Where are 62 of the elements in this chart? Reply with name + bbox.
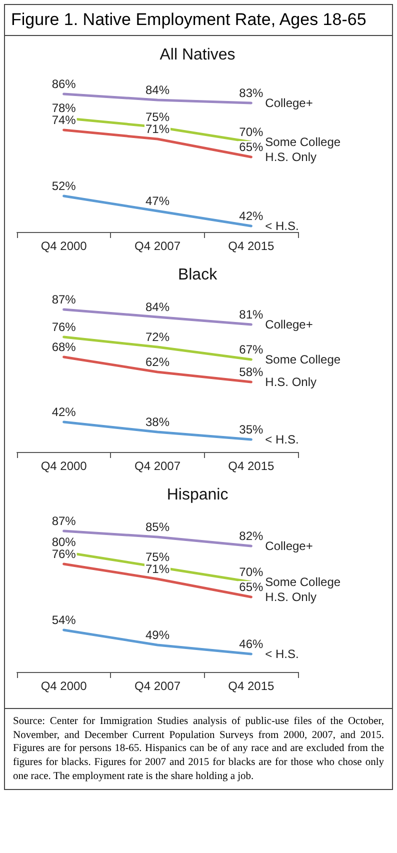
- data-label: 85%: [145, 520, 170, 534]
- data-label: 76%: [52, 547, 76, 561]
- x-tick-label: Q4 2015: [228, 239, 275, 253]
- data-label: 42%: [239, 209, 264, 223]
- series-label: College+: [265, 318, 313, 332]
- series-label: College+: [265, 539, 313, 553]
- data-label: 78%: [52, 101, 76, 115]
- data-label: 68%: [52, 340, 76, 354]
- x-tick-label: Q4 2015: [228, 679, 275, 693]
- x-tick-label: Q4 2007: [134, 459, 181, 473]
- data-label: 86%: [52, 77, 76, 91]
- chart-subtitle: Black: [178, 266, 218, 284]
- data-label: 75%: [145, 550, 170, 564]
- data-label: 42%: [52, 405, 76, 419]
- data-label: 72%: [145, 330, 170, 344]
- series-label: < H.S.: [265, 432, 299, 446]
- data-label: 80%: [52, 535, 76, 549]
- data-label: 83%: [239, 86, 264, 100]
- data-label: 54%: [52, 613, 76, 627]
- series-label: < H.S.: [265, 219, 299, 233]
- data-label: 70%: [239, 125, 264, 139]
- data-label: 82%: [239, 529, 264, 543]
- chart-subtitle: Hispanic: [166, 486, 228, 504]
- data-label: 87%: [52, 292, 76, 306]
- data-label: 87%: [52, 514, 76, 528]
- series-label: College+: [265, 96, 313, 110]
- data-label: 46%: [239, 637, 264, 651]
- data-label: 76%: [52, 320, 76, 334]
- series-label: Some College: [265, 352, 341, 366]
- chart-subtitle: All Natives: [160, 46, 236, 64]
- data-label: 70%: [239, 565, 264, 579]
- x-tick-label: Q4 2007: [134, 239, 181, 253]
- data-label: 65%: [239, 580, 264, 594]
- data-label: 75%: [145, 110, 170, 124]
- data-label: 67%: [239, 342, 264, 356]
- source-note: Source: Center for Immigration Studies analysis of public-use files of the October, November, and December Current Population Surveys from 2000, 2007, and 2015. Figures are for persons 18-65. Hispanics can be of any race and are excluded from the figures for blacks. Figures for 2007 and 2015 for blacks are for those who chose only one race. The employment rate is the share holding a job.: [5, 708, 392, 790]
- data-label: 58%: [239, 365, 264, 379]
- series-label: H.S. Only: [265, 375, 317, 389]
- data-label: 84%: [145, 300, 170, 314]
- series-label: < H.S.: [265, 647, 299, 661]
- data-label: 38%: [145, 415, 170, 429]
- series-label: H.S. Only: [265, 150, 317, 164]
- x-tick-label: Q4 2015: [228, 459, 275, 473]
- data-label: 49%: [145, 628, 170, 642]
- x-tick-label: Q4 2000: [40, 239, 88, 253]
- data-label: 52%: [52, 179, 76, 193]
- data-label: 35%: [239, 422, 264, 436]
- data-label: 47%: [145, 194, 170, 208]
- data-label: 65%: [239, 140, 264, 154]
- chart-title: Figure 1. Native Employment Rate, Ages 18-65: [5, 5, 392, 36]
- series-label: Some College: [265, 575, 341, 589]
- series-label: H.S. Only: [265, 590, 317, 604]
- data-label: 84%: [145, 83, 170, 97]
- data-label: 62%: [145, 355, 170, 369]
- data-label: 71%: [145, 562, 170, 576]
- x-tick-label: Q4 2007: [134, 679, 181, 693]
- data-label: 74%: [52, 113, 76, 127]
- x-tick-label: Q4 2000: [40, 679, 88, 693]
- series-label: Some College: [265, 135, 341, 149]
- x-tick-label: Q4 2000: [40, 459, 88, 473]
- data-label: 71%: [145, 122, 170, 136]
- data-label: 81%: [239, 308, 264, 322]
